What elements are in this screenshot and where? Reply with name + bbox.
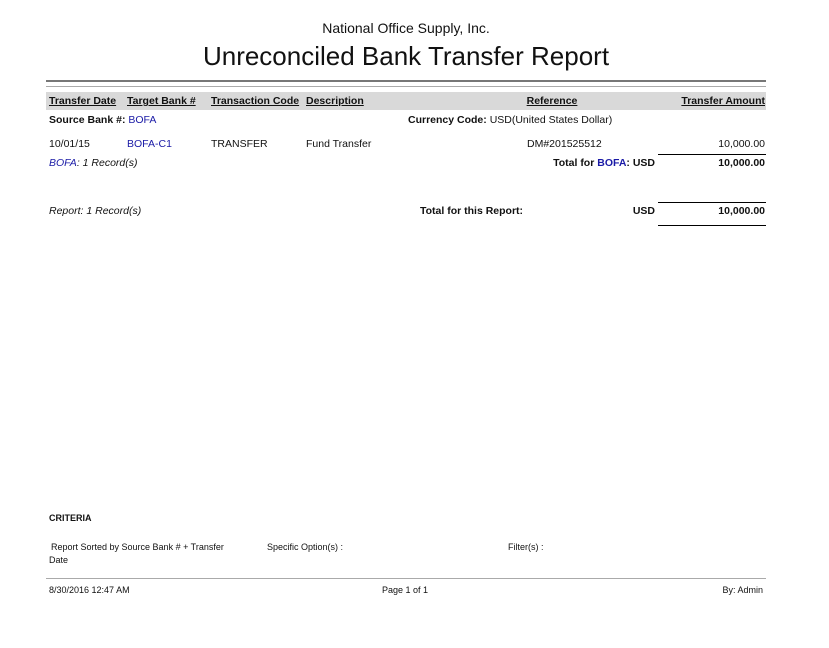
group-total: 10,000.00 xyxy=(718,157,765,169)
col-reference: Reference xyxy=(526,95,578,107)
transfer-date: 10/01/15 xyxy=(49,138,90,150)
report-total-rule-top xyxy=(658,202,766,203)
col-description: Description xyxy=(306,95,364,107)
group-total-suffix: : USD xyxy=(626,157,655,169)
company-name: National Office Supply, Inc. xyxy=(322,20,490,36)
criteria-filters: Filter(s) : xyxy=(508,542,544,552)
transaction-code: TRANSFER xyxy=(211,138,268,150)
report-count: Report: 1 Record(s) xyxy=(49,205,142,217)
footer-datetime: 8/30/2016 12:47 AM xyxy=(49,585,130,595)
target-bank[interactable]: BOFA-C1 xyxy=(127,138,172,150)
source-bank-value[interactable]: BOFA xyxy=(128,114,157,126)
currency-value: USD(United States Dollar) xyxy=(489,114,613,126)
description: Fund Transfer xyxy=(306,138,372,150)
group-count: BOFA: 1 Record(s) xyxy=(49,157,138,169)
criteria-sorted-line2: Date xyxy=(49,555,69,565)
source-bank: Source Bank #: BOFA xyxy=(49,114,156,126)
report-total-currency: USD xyxy=(632,205,655,217)
criteria-sorted-line1: Report Sorted by Source Bank # + Transfe… xyxy=(51,542,224,552)
group-count-text: : 1 Record(s) xyxy=(76,157,138,169)
footer-user: By: Admin xyxy=(722,585,763,595)
currency-label: Currency Code: xyxy=(408,114,487,126)
title-rule-2 xyxy=(46,86,766,87)
col-transfer-amount: Transfer Amount xyxy=(681,95,765,107)
reference: DM#201525512 xyxy=(527,138,602,150)
footer-page: Page 1 of 1 xyxy=(381,585,429,595)
group-total-label: Total for BOFA: USD xyxy=(480,157,655,169)
source-bank-label: Source Bank #: xyxy=(49,114,126,126)
criteria-title: CRITERIA xyxy=(49,513,92,523)
column-header-bar xyxy=(46,92,766,110)
report-total-label: Total for this Report: xyxy=(420,205,524,217)
subtotal-rule xyxy=(658,154,766,155)
group-total-prefix: Total for xyxy=(553,157,598,169)
footer-rule xyxy=(46,578,766,579)
amount: 10,000.00 xyxy=(718,138,765,150)
report-total-rule-bottom xyxy=(658,225,766,226)
title-rule xyxy=(46,80,766,82)
group-count-bank[interactable]: BOFA xyxy=(49,157,77,169)
col-target-bank: Target Bank # xyxy=(127,95,196,107)
currency-code: Currency Code: USD(United States Dollar) xyxy=(408,114,612,126)
col-transfer-date: Transfer Date xyxy=(49,95,117,107)
group-total-bank[interactable]: BOFA xyxy=(597,157,627,169)
report-title: Unreconciled Bank Transfer Report xyxy=(202,41,610,71)
col-transaction-code: Transaction Code xyxy=(211,95,300,107)
report-total-amount: 10,000.00 xyxy=(718,205,765,217)
criteria-sorted: Report Sorted by Source Bank # + Transfe… xyxy=(49,541,224,567)
criteria-options: Specific Option(s) : xyxy=(267,542,344,552)
